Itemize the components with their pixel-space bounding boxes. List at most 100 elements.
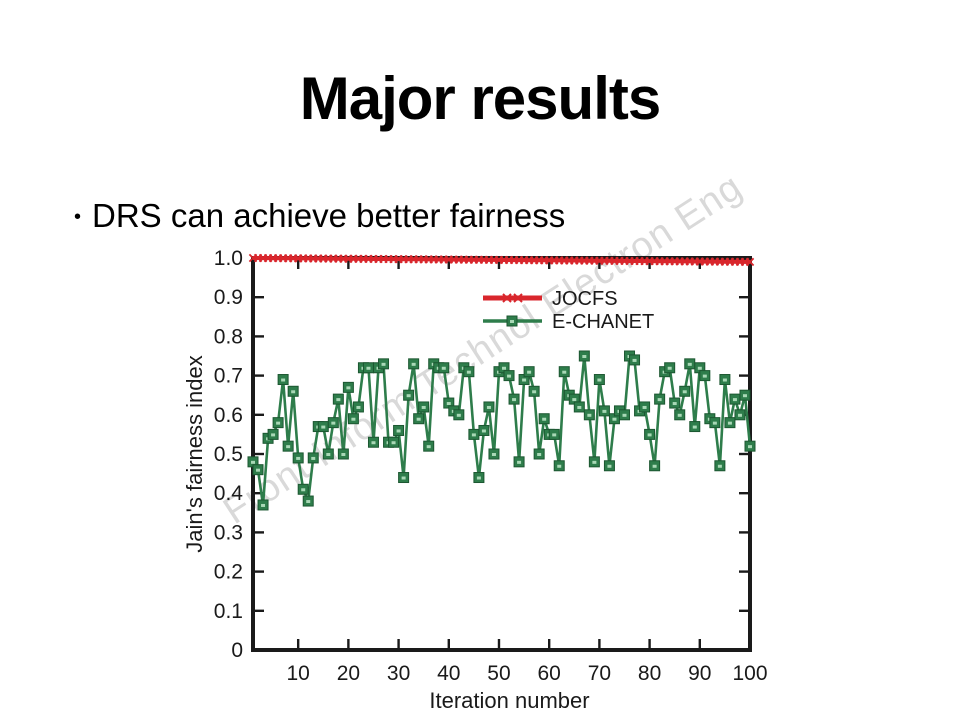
data-point-square-center <box>276 421 281 425</box>
data-point-square-center <box>517 460 522 464</box>
legend-item-jocfs: JOCFS <box>483 288 618 310</box>
data-point-square-center <box>532 390 537 394</box>
data-point-square-center <box>510 320 514 323</box>
data-point-square-center <box>331 421 336 425</box>
data-point-square-center <box>732 398 737 402</box>
x-tick-label: 20 <box>337 662 360 685</box>
data-point-square-center <box>542 417 547 421</box>
data-point-square-center <box>406 394 411 398</box>
data-point-square-center <box>286 445 291 449</box>
data-point-square-center <box>356 405 361 409</box>
data-point-square-center <box>281 378 286 382</box>
data-point-square-center <box>351 417 356 421</box>
data-point-square-center <box>341 453 346 456</box>
data-point-square-center <box>537 453 542 456</box>
data-point-square-center <box>301 488 306 492</box>
data-point-square-center <box>672 402 677 406</box>
legend-label: JOCFS <box>552 288 618 310</box>
data-point-square-center <box>507 374 512 378</box>
data-point-square-center <box>748 445 752 449</box>
data-point-square-center <box>677 413 682 417</box>
x-axis-label: Iteration number <box>429 688 589 713</box>
x-tick-label: 60 <box>538 662 561 685</box>
data-point-square-center <box>692 425 697 429</box>
data-point-square-center <box>401 476 406 480</box>
data-point-square-center <box>481 429 486 433</box>
data-point-square-center <box>562 370 567 374</box>
data-point-square-center <box>291 390 296 394</box>
data-point-square-center <box>421 405 426 409</box>
data-point-square-center <box>486 405 491 409</box>
data-point-square-center <box>471 433 476 437</box>
jocfs-series <box>248 253 755 267</box>
x-tick-label: 90 <box>688 662 711 685</box>
data-point-square-center <box>326 453 331 456</box>
data-point-square-center <box>366 366 371 370</box>
x-tick-label: 10 <box>287 662 310 685</box>
y-tick-label: 0.7 <box>214 365 243 388</box>
x-tick-label: 30 <box>387 662 410 685</box>
data-point-x-markers <box>248 253 755 267</box>
data-point-square-center <box>371 441 376 445</box>
legend-label: E-CHANET <box>552 311 654 333</box>
data-point-square-center <box>612 417 617 421</box>
y-tick-label: 0.5 <box>214 443 243 466</box>
data-point-square-center <box>346 386 351 390</box>
series-line <box>253 256 750 264</box>
y-tick-label: 0.9 <box>214 286 243 309</box>
data-point-square-center <box>381 362 386 366</box>
x-axis: 10 20 30 40 50 60 70 80 90 100 <box>287 260 768 685</box>
data-point-square-center <box>717 464 722 468</box>
data-point-square-center <box>296 456 301 460</box>
data-point-square-center <box>572 398 577 402</box>
data-point-square-center <box>632 358 637 362</box>
fairness-chart: 0 0.1 0.2 0.3 0.4 0.5 0.6 0.7 0.8 0.9 1.0 10 20 30 40 5… <box>182 247 768 713</box>
data-point-square-center <box>456 413 461 417</box>
data-point-square-center <box>527 370 532 374</box>
data-point-square-center <box>587 413 592 417</box>
y-tick-label: 0.4 <box>214 482 244 505</box>
data-point-square-center <box>622 413 627 417</box>
data-point-square-center <box>271 433 276 437</box>
data-point-square-center <box>261 503 266 507</box>
data-point-square-center <box>411 362 416 366</box>
data-point-square-center <box>647 433 652 437</box>
y-axis: 0 0.1 0.2 0.3 0.4 0.5 0.6 0.7 0.8 0.9 1.0 <box>214 247 748 662</box>
data-point-square-center <box>306 500 311 504</box>
data-point-square-center <box>742 394 747 398</box>
y-axis-label: Jain's fairness index <box>182 355 207 552</box>
data-point-square-center <box>602 409 607 413</box>
x-tick-label: 40 <box>437 662 460 685</box>
data-point-square-center <box>702 374 707 378</box>
x-tick-label: 80 <box>638 662 661 685</box>
data-point-square-center <box>712 421 717 425</box>
data-point-square-center <box>607 464 612 468</box>
data-point-square-center <box>657 398 662 402</box>
data-point-square-center <box>512 398 517 402</box>
data-point-square-center <box>577 405 582 409</box>
data-point-square-center <box>642 405 647 409</box>
y-tick-label: 1.0 <box>214 247 243 270</box>
e-chanet-series <box>247 350 756 511</box>
x-tick-label: 100 <box>732 662 767 685</box>
data-point-square-center <box>476 476 481 480</box>
data-point-square-center <box>426 445 431 449</box>
data-point-square-center <box>722 378 727 382</box>
legend-item-e-chanet: E-CHANET <box>483 311 654 333</box>
data-point-square-center <box>396 429 401 433</box>
y-tick-label: 0 <box>231 639 243 662</box>
bullet-item: • DRS can achieve better fairness <box>74 197 565 235</box>
data-point-square-center <box>557 464 562 468</box>
y-tick-label: 0.3 <box>214 521 243 544</box>
data-point-square-center <box>391 441 396 445</box>
data-point-square-center <box>667 366 672 370</box>
data-point-square-center <box>687 362 692 366</box>
data-point-square-center <box>251 460 255 464</box>
x-tick-label: 70 <box>588 662 611 685</box>
page-title: Major results <box>299 65 661 132</box>
bullet-text: DRS can achieve better fairness <box>92 197 566 234</box>
data-point-square-center <box>522 378 527 382</box>
data-point-square-center <box>652 464 657 468</box>
